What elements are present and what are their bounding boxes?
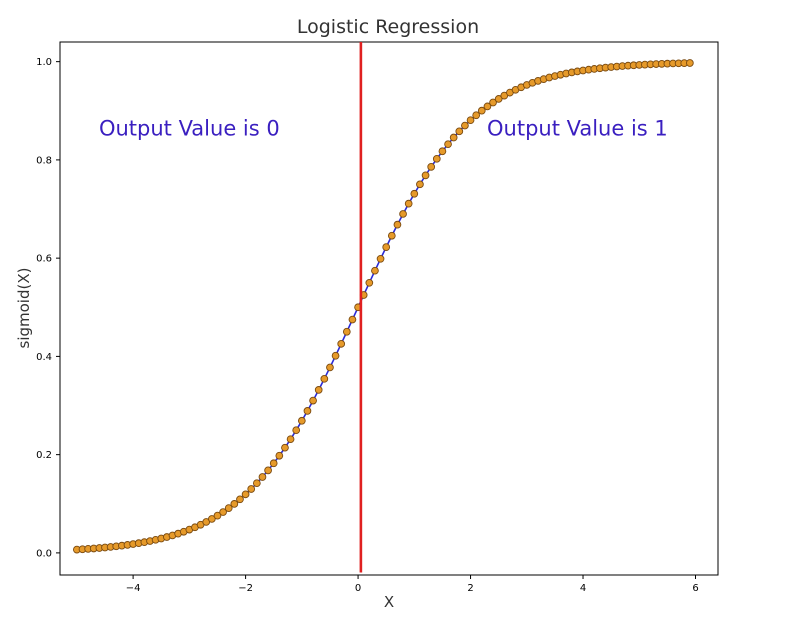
y-tick-label: 0.6 [36,254,52,265]
data-point [432,154,441,163]
sigmoid-scatter-series [73,59,694,554]
annotation-text: Output Value is 1 [487,116,668,140]
data-point [421,171,430,180]
plot-frame [59,41,719,576]
data-point [258,473,267,481]
data-point [489,98,497,107]
data-point [444,140,452,149]
data-point [269,459,278,468]
data-point [292,426,301,435]
data-point [416,180,424,189]
data-point [241,490,250,499]
data-point [376,254,385,263]
data-point [213,511,222,520]
data-point [275,451,284,460]
data-point [337,339,346,348]
data-point [208,515,216,523]
data-point [320,374,329,383]
data-point [438,147,447,156]
y-axis-label: sigmoid(X) [15,268,33,349]
data-point [427,163,436,171]
data-point [331,351,340,360]
data-point [371,266,379,275]
x-tick-label: −4 [126,583,141,594]
x-tick-label: 6 [692,583,698,594]
data-point [314,386,323,394]
y-tick-label: 1.0 [36,57,52,68]
data-point [449,133,458,142]
data-point [399,210,407,218]
data-point [404,199,413,208]
x-tick-label: 0 [355,583,361,594]
x-axis-label: X [384,593,394,611]
annotation-text: Output Value is 0 [99,116,280,140]
data-point [387,231,396,240]
data-point [686,59,694,67]
data-point [309,396,317,405]
data-point [461,121,469,130]
data-point [219,508,227,516]
data-point [326,363,334,372]
y-tick-label: 0.4 [36,352,52,363]
y-tick-label: 0.0 [36,548,52,559]
data-point [281,443,289,452]
x-tick-label: −2 [238,583,253,594]
data-point [348,315,357,324]
data-point [342,327,351,336]
data-point [393,220,402,229]
x-tick-label: 4 [580,583,586,594]
data-point [303,407,312,415]
data-point [230,500,239,508]
data-point [236,495,244,504]
x-axis: −4 −2 0 2 4 6 [126,575,699,594]
data-point [477,106,486,115]
y-tick-label: 0.2 [36,450,52,461]
data-point [252,479,261,488]
chart-title: Logistic Regression [297,16,479,38]
data-point [286,435,295,444]
data-point [247,485,256,493]
y-tick-label: 0.8 [36,155,52,166]
x-tick-label: 2 [467,583,473,594]
data-point [365,278,374,287]
annotations: Output Value is 0 Output Value is 1 [99,116,668,140]
data-point [494,95,503,103]
data-point [483,102,492,111]
data-point [297,416,306,425]
data-point [466,116,475,125]
y-axis: 0.0 0.2 0.4 0.6 0.8 1.0 [36,57,60,559]
data-point [264,466,272,475]
data-point [224,504,233,512]
data-point [382,243,391,251]
data-point [455,127,464,136]
data-point [410,189,419,198]
data-point [472,111,481,120]
